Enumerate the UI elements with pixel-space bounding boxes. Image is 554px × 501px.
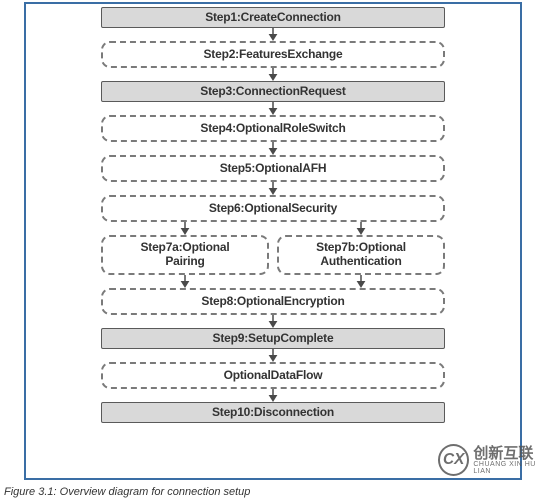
node-s10: OptionalDataFlow [101,362,445,389]
node-s9: Step9:SetupComplete [101,328,445,349]
arrow-s8-s9 [266,315,280,328]
arrow-s7a-s8 [178,275,192,288]
node-label-s4: Step4:OptionalRoleSwitch [103,117,443,140]
arrow-s3-s4 [266,102,280,115]
watermark-text: 创新互联CHUANG XIN HU LIAN [473,446,554,475]
arrow-s9-s10 [266,349,280,362]
node-s2: Step2:FeaturesExchange [101,41,445,68]
node-label-s1: Step1:CreateConnection [102,8,444,27]
node-label-s2: Step2:FeaturesExchange [103,43,443,66]
node-label-s7b: Step7b:Optional Authentication [279,237,443,273]
watermark-badge: CX [438,444,469,476]
node-label-s3: Step3:ConnectionRequest [102,82,444,101]
node-label-s6: Step6:OptionalSecurity [103,197,443,220]
arrow-s6-s7b [354,222,368,235]
node-label-s10: OptionalDataFlow [103,364,443,387]
arrow-s4-s5 [266,142,280,155]
node-s6: Step6:OptionalSecurity [101,195,445,222]
node-s5: Step5:OptionalAFH [101,155,445,182]
node-s8: Step8:OptionalEncryption [101,288,445,315]
node-label-s11: Step10:Disconnection [102,403,444,422]
node-label-s8: Step8:OptionalEncryption [103,290,443,313]
watermark-en: CHUANG XIN HU LIAN [473,461,554,475]
arrow-s10-s11 [266,389,280,402]
node-label-s7a: Step7a:Optional Pairing [103,237,267,273]
watermark-cn: 创新互联 [473,446,554,461]
node-s1: Step1:CreateConnection [101,7,445,28]
arrow-s6-s7a [178,222,192,235]
arrow-s1-s2 [266,28,280,41]
node-s11: Step10:Disconnection [101,402,445,423]
node-s7b: Step7b:Optional Authentication [277,235,445,275]
watermark: CX创新互联CHUANG XIN HU LIAN [438,444,554,476]
node-s4: Step4:OptionalRoleSwitch [101,115,445,142]
arrow-s5-s6 [266,182,280,195]
node-label-s9: Step9:SetupComplete [102,329,444,348]
arrow-s2-s3 [266,68,280,81]
node-s7a: Step7a:Optional Pairing [101,235,269,275]
node-label-s5: Step5:OptionalAFH [103,157,443,180]
node-s3: Step3:ConnectionRequest [101,81,445,102]
arrow-s7b-s8 [354,275,368,288]
figure-caption: Figure 3.1: Overview diagram for connect… [4,486,250,498]
